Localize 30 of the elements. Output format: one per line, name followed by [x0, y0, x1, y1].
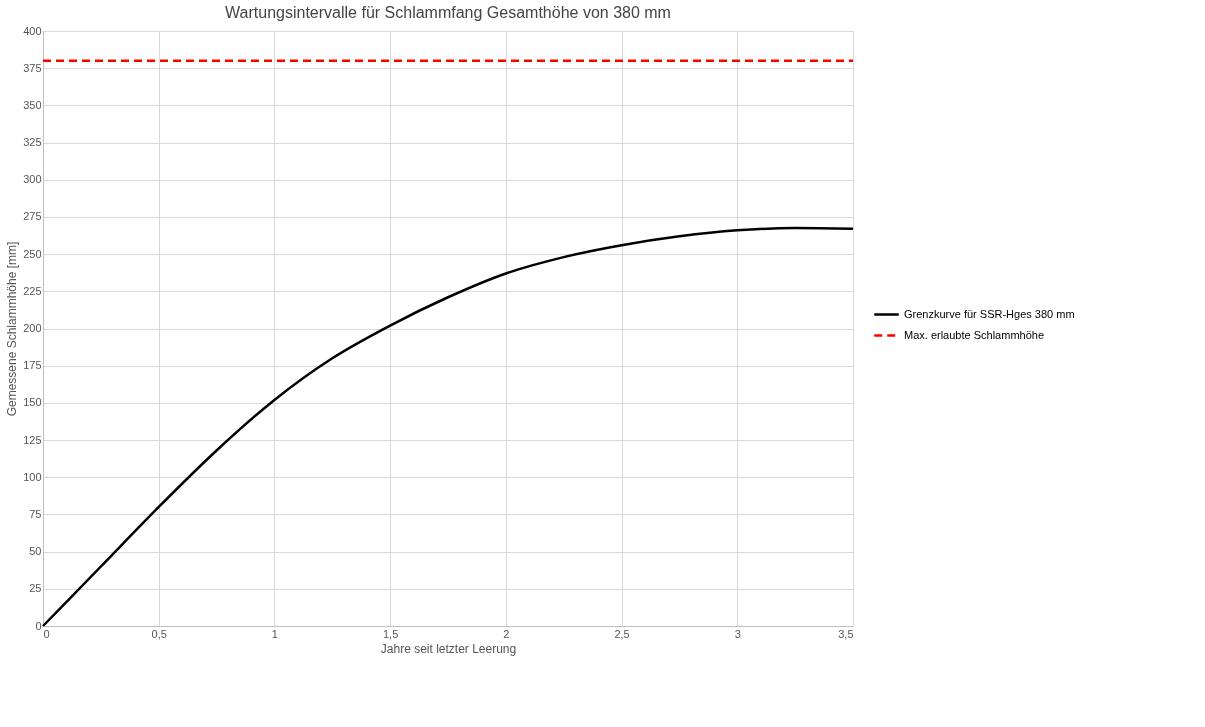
chart-title: Wartungsintervalle für Schlammfang Gesamthöhe von 380 mm	[225, 4, 671, 21]
x-tick-label: 2	[503, 627, 510, 640]
x-tick-label: 1,5	[382, 627, 399, 640]
x-tick-label: 1	[271, 627, 278, 640]
x-axis-title: Jahre seit letzter Leerung	[380, 641, 517, 656]
legend-label: Grenzkurve für SSR-Hges 380 mm	[904, 307, 1075, 320]
y-tick-label: 75	[29, 507, 42, 520]
y-tick-label: 375	[23, 61, 42, 74]
y-tick-label: 25	[29, 582, 42, 595]
y-tick-label: 225	[23, 284, 42, 297]
x-tick-label: 3,5	[838, 627, 854, 640]
legend-label: Max. erlaubte Schlammhöhe	[904, 328, 1045, 341]
y-tick-label: 50	[29, 545, 42, 558]
x-tick-label: 0	[43, 627, 50, 640]
x-tick-label: 2,5	[614, 627, 630, 640]
y-tick-label: 175	[23, 359, 42, 372]
y-tick-label: 350	[23, 98, 42, 111]
x-tick-label: 0,5	[151, 627, 167, 640]
y-tick-label: 250	[23, 247, 42, 260]
y-tick-label: 200	[23, 322, 42, 334]
y-tick-label: 150	[23, 396, 42, 409]
y-tick-label: 0	[35, 619, 42, 632]
y-tick-label: 300	[23, 173, 42, 186]
y-tick-label: 125	[23, 433, 42, 446]
y-tick-label: 325	[23, 136, 42, 149]
y-axis-title: Gemessene Schlammhöhe [mm]	[5, 241, 20, 417]
y-tick-label: 100	[23, 470, 42, 483]
y-tick-label: 275	[23, 210, 42, 223]
y-tick-label: 400	[23, 24, 42, 37]
x-tick-label: 3	[734, 627, 741, 640]
